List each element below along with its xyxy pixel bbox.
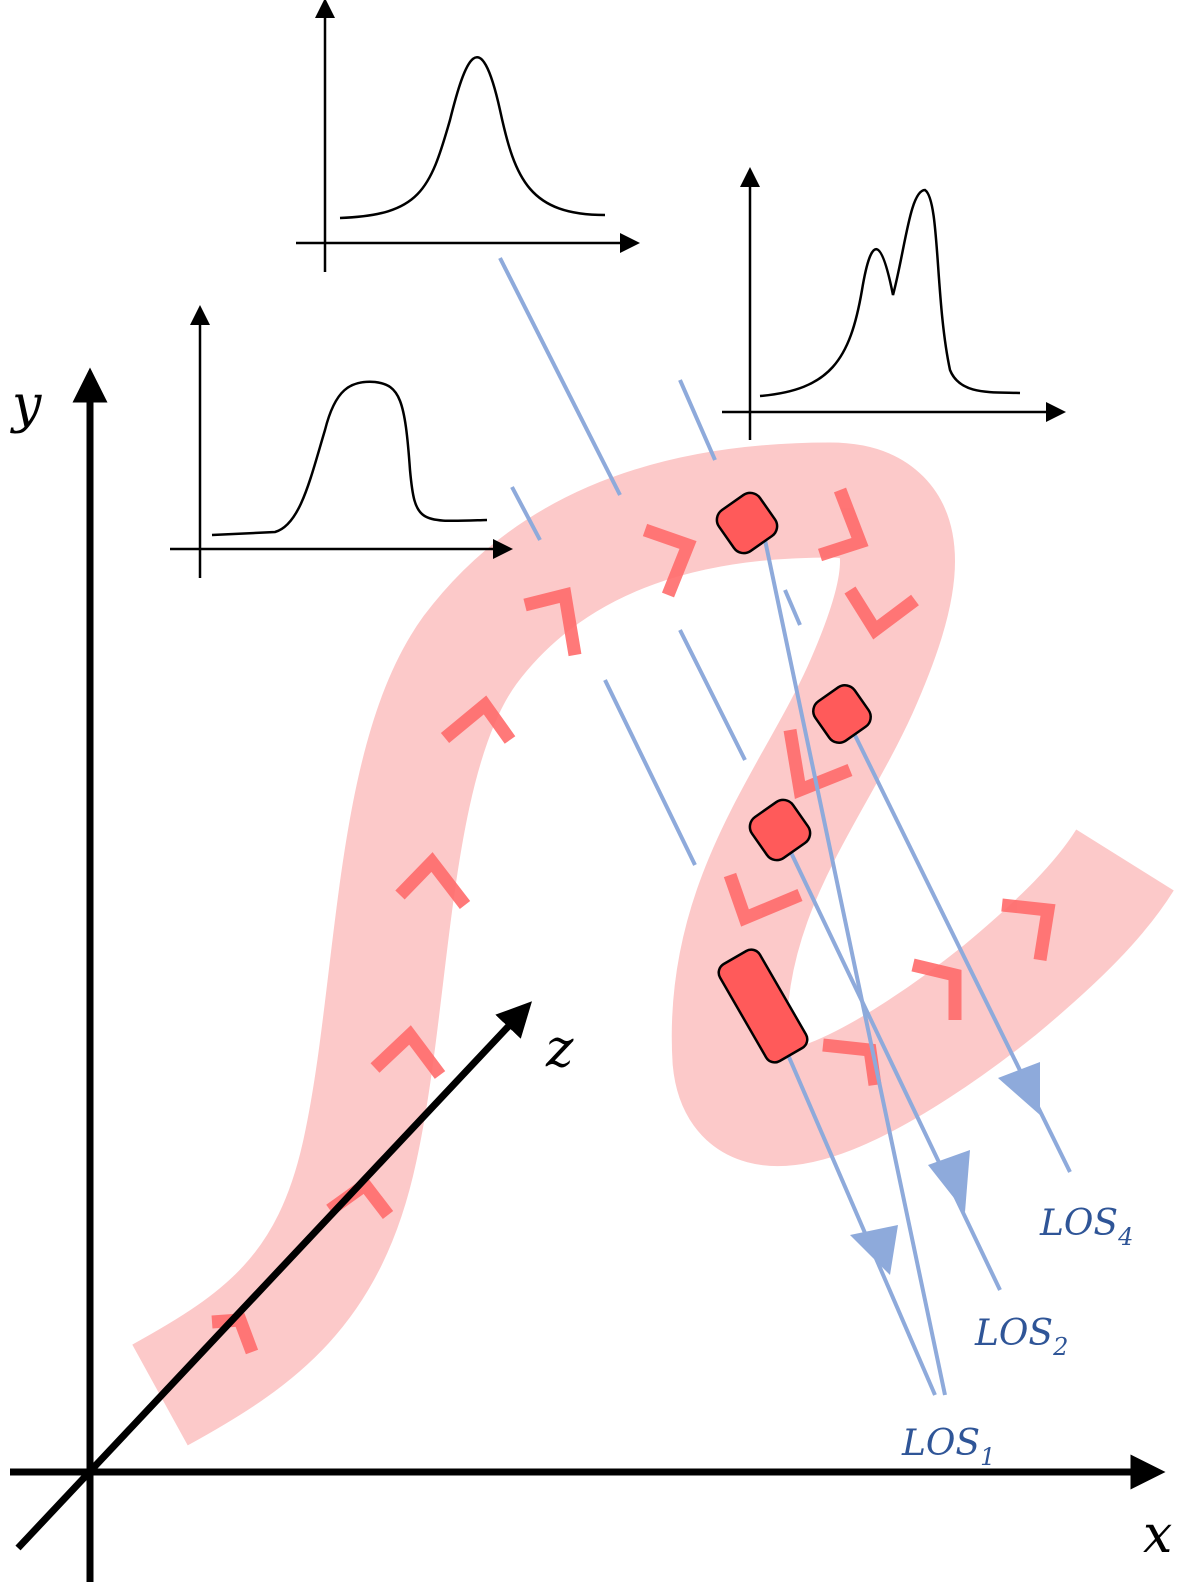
flow-chevrons (211, 487, 1056, 1355)
los-label: LOS2 (974, 1313, 1068, 1361)
spectra (170, 0, 1066, 578)
emission-regions (715, 491, 872, 1064)
los-name: LOS (901, 1423, 980, 1464)
los-label: LOS1 (901, 1423, 995, 1471)
los-label: LOS4 (1039, 1203, 1133, 1251)
los-name: LOS (1039, 1203, 1118, 1244)
los-name: LOS (974, 1313, 1053, 1354)
axis-label: z (545, 1019, 574, 1079)
axis-label: x (1143, 1505, 1172, 1565)
los-subscript: 4 (1117, 1223, 1133, 1251)
los-subscript: 2 (1052, 1333, 1068, 1361)
los-subscript: 1 (980, 1443, 995, 1471)
main-axes (10, 367, 1166, 1582)
axis-label: y (10, 375, 42, 435)
flux-tube (132, 442, 1174, 1446)
los-arrowheads (850, 1062, 1040, 1275)
